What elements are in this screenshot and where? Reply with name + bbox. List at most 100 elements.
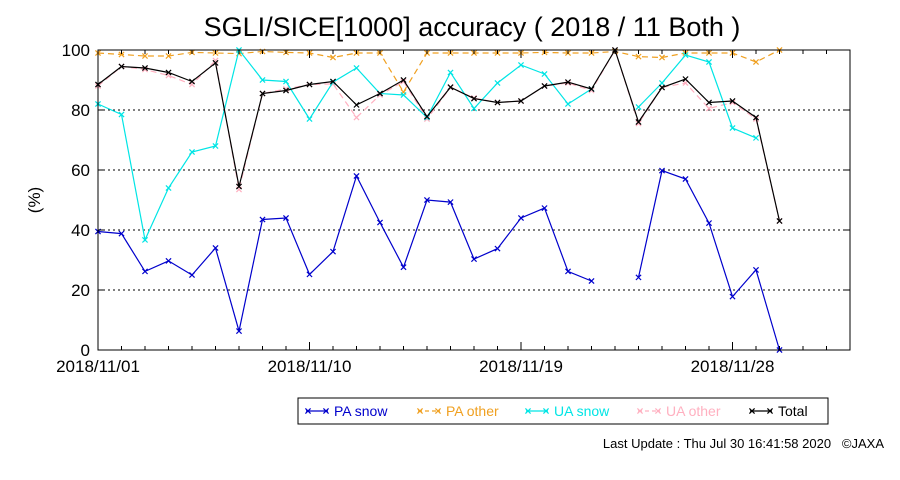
point-total [188, 78, 196, 85]
point-pa-snow [517, 214, 525, 222]
legend-marker [654, 407, 662, 415]
point-pa-snow [118, 230, 125, 237]
chart-title: SGLI/SICE[1000] accuracy ( 2018 / 11 Bot… [204, 12, 741, 42]
legend-marker [322, 407, 330, 415]
legend-marker [434, 407, 442, 415]
point-ua-other [353, 114, 360, 121]
legend-item-ua-other: UA other [636, 403, 721, 419]
point-pa-snow [400, 264, 407, 271]
point-pa-snow [470, 256, 478, 263]
legend-label: PA other [446, 403, 499, 419]
point-total [282, 87, 290, 94]
point-total [447, 84, 454, 91]
y-tick-label: 20 [71, 281, 90, 300]
point-pa-other [165, 52, 172, 60]
series-pa-other [94, 46, 783, 96]
legend-item-total: Total [748, 403, 808, 419]
point-pa-snow [588, 277, 595, 285]
point-total [658, 84, 666, 91]
legend-label: UA other [666, 403, 721, 419]
series-line-total [97, 48, 781, 222]
point-total [141, 64, 149, 72]
legend-item-pa-other: PA other [416, 403, 499, 419]
point-total [705, 99, 713, 106]
series-line-ua-other [97, 48, 781, 222]
point-ua-snow [517, 61, 525, 69]
point-total [682, 76, 689, 83]
legend-item-pa-snow: PA snow [304, 403, 388, 419]
point-pa-snow [447, 199, 454, 206]
point-pa-snow [682, 175, 689, 183]
point-pa-snow [423, 196, 431, 204]
copyright-text: ©JAXA [841, 436, 884, 451]
point-pa-snow [494, 245, 501, 252]
point-total [118, 63, 125, 70]
point-pa-snow [376, 219, 384, 226]
point-total [235, 183, 243, 190]
point-ua-snow [635, 103, 642, 111]
point-pa-snow [635, 274, 642, 281]
point-pa-other [118, 51, 125, 58]
point-pa-other [752, 58, 760, 66]
point-total [494, 99, 501, 106]
point-total [376, 90, 384, 97]
point-pa-snow [752, 266, 760, 273]
point-total [470, 95, 478, 102]
point-total [212, 59, 219, 66]
point-pa-other [329, 54, 337, 61]
legend-marker [636, 407, 644, 415]
point-ua-snow [188, 148, 196, 156]
point-ua-snow [165, 184, 172, 192]
point-pa-snow [141, 268, 149, 275]
legend-label: UA snow [554, 403, 610, 419]
point-ua-snow [541, 70, 548, 78]
point-ua-snow [729, 124, 736, 132]
point-ua-snow [259, 76, 266, 84]
series-line-ua-snow [97, 48, 592, 242]
point-ua-snow [118, 111, 125, 118]
legend-marker [524, 407, 532, 415]
point-pa-snow [353, 172, 360, 180]
point-ua-snow [682, 52, 689, 59]
y-tick-label: 80 [71, 101, 90, 120]
point-total [541, 82, 548, 90]
y-tick-label: 40 [71, 221, 90, 240]
legend: PA snow PA other UA snow UA other Total [297, 397, 829, 425]
point-pa-snow [306, 271, 313, 278]
point-pa-snow [658, 167, 666, 174]
legend-marker [416, 407, 424, 415]
point-pa-snow [259, 216, 266, 223]
point-ua-snow [306, 115, 313, 123]
point-total [635, 118, 642, 126]
y-tick-label: 100 [62, 41, 90, 60]
point-ua-other [564, 79, 572, 87]
point-total [729, 97, 736, 105]
legend-marker [766, 407, 774, 415]
grid-lines [98, 109, 850, 291]
axes: 0 20 40 60 80 100 2018/11/01 2018/11/10 2018/11/… [56, 41, 851, 376]
series-line-pa-other [97, 49, 780, 94]
point-total [400, 76, 407, 84]
y-tick-label: 0 [81, 341, 90, 360]
point-pa-snow [188, 271, 196, 279]
series-ua-other [94, 46, 783, 225]
legend-marker [748, 407, 756, 415]
point-pa-snow [282, 214, 290, 222]
footer: Last Update : Thu Jul 30 16:41:58 2020 ©… [0, 436, 884, 451]
legend-marker [542, 407, 550, 415]
x-tick-label: 2018/11/28 [691, 357, 775, 376]
point-ua-snow [752, 134, 760, 141]
legend-marker [304, 407, 312, 415]
x-tick-label: 2018/11/01 [56, 357, 140, 376]
point-total [776, 217, 783, 225]
point-pa-other [141, 52, 149, 60]
point-ua-snow [658, 79, 666, 87]
legend-item-ua-snow: UA snow [524, 403, 610, 419]
legend-box [297, 397, 829, 425]
point-ua-other [423, 115, 431, 123]
x-tick-label: 2018/11/19 [479, 357, 563, 376]
point-pa-snow [212, 244, 219, 252]
point-pa-snow [564, 268, 572, 275]
point-ua-other [212, 57, 219, 64]
